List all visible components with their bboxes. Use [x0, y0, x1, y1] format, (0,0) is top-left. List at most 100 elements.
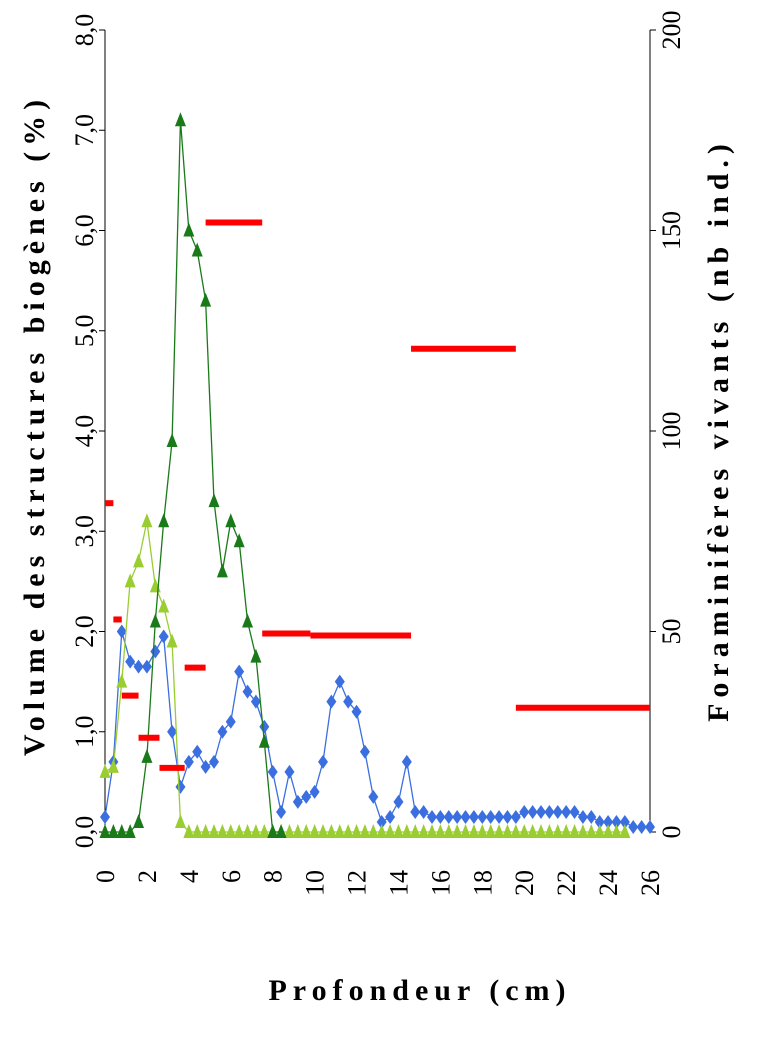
- data-point-triangle: [275, 824, 287, 838]
- data-point-triangle: [485, 824, 497, 838]
- data-point-triangle: [577, 824, 589, 838]
- data-point-diamond: [343, 694, 354, 709]
- data-point-diamond: [435, 809, 446, 824]
- data-point-diamond: [167, 724, 178, 739]
- data-point-diamond: [267, 764, 278, 779]
- data-point-diamond: [594, 814, 605, 829]
- data-point-diamond: [586, 809, 597, 824]
- data-point-triangle: [451, 824, 463, 838]
- data-point-diamond: [133, 659, 144, 674]
- data-point-triangle: [292, 824, 304, 838]
- data-point-diamond: [326, 694, 337, 709]
- data-point-triangle: [166, 633, 178, 648]
- data-point-diamond: [259, 719, 270, 734]
- data-point-triangle: [99, 763, 111, 778]
- depth-tick-label: 20: [510, 870, 539, 896]
- data-point-diamond: [494, 809, 505, 824]
- depth-tick-label: 24: [594, 870, 623, 896]
- data-point-triangle: [216, 563, 228, 578]
- data-point-diamond: [510, 809, 521, 824]
- data-point-triangle: [334, 824, 346, 838]
- data-point-diamond: [468, 809, 479, 824]
- data-point-triangle: [141, 748, 153, 763]
- data-point-triangle: [602, 824, 614, 838]
- data-point-triangle: [493, 824, 505, 838]
- data-point-diamond: [577, 809, 588, 824]
- series-line: [105, 120, 282, 833]
- data-point-diamond: [351, 704, 362, 719]
- data-point-triangle: [258, 824, 270, 838]
- data-point-diamond: [100, 809, 110, 824]
- data-point-triangle: [158, 513, 170, 528]
- data-point-triangle: [569, 824, 581, 838]
- data-point-diamond: [359, 744, 370, 759]
- data-point-triangle: [359, 824, 371, 838]
- data-point-triangle: [552, 824, 564, 838]
- depth-tick-label: 8: [259, 870, 288, 883]
- data-point-diamond: [418, 804, 429, 819]
- data-point-diamond: [318, 754, 328, 769]
- data-point-diamond: [217, 724, 228, 739]
- foraminifera-tick-label: 200: [657, 11, 686, 50]
- volume-tick-label: 2,0: [70, 615, 99, 648]
- foraminifera-tick-label: 100: [657, 412, 686, 451]
- data-point-diamond: [603, 814, 614, 829]
- data-point-triangle: [116, 824, 128, 838]
- data-point-triangle: [401, 824, 413, 838]
- volume-tick-label: 5,0: [70, 315, 99, 348]
- data-point-diamond: [116, 624, 127, 639]
- data-point-triangle: [585, 824, 597, 838]
- data-point-triangle: [174, 112, 186, 127]
- data-point-triangle: [434, 824, 446, 838]
- data-point-diamond: [309, 784, 320, 799]
- data-point-triangle: [501, 824, 513, 838]
- depth-tick-label: 26: [636, 870, 665, 896]
- data-point-triangle: [426, 824, 438, 838]
- depth-tick-label: 22: [552, 870, 581, 896]
- series-layer: [99, 112, 655, 838]
- depth-tick-label: 10: [301, 870, 330, 896]
- data-point-triangle: [250, 648, 262, 663]
- data-point-diamond: [242, 684, 253, 699]
- data-point-triangle: [543, 824, 555, 838]
- depth-axis: 0 2 4 6 8 10 12 14 16 18 20 22 24 26: [91, 870, 665, 896]
- data-point-diamond: [619, 814, 630, 829]
- data-point-triangle: [216, 824, 228, 838]
- data-point-triangle: [174, 813, 186, 828]
- data-point-diamond: [276, 804, 287, 819]
- data-point-diamond: [284, 764, 295, 779]
- volume-tick-label: 7,0: [70, 114, 99, 147]
- data-point-triangle: [200, 824, 212, 838]
- data-point-triangle: [158, 598, 170, 613]
- data-point-diamond: [192, 744, 203, 759]
- data-point-triangle: [107, 758, 119, 773]
- data-point-diamond: [368, 789, 379, 804]
- data-point-triangle: [191, 242, 203, 257]
- volume-axis: 0,0 1,0 2,0 3,0 4,0 5,0 6,0 7,0 8,0: [70, 14, 105, 848]
- foraminifera-tick-label: 0: [657, 826, 686, 839]
- data-point-triangle: [183, 824, 195, 838]
- data-point-diamond: [552, 804, 563, 819]
- data-point-triangle: [208, 493, 220, 508]
- data-point-diamond: [443, 809, 454, 824]
- data-point-triangle: [141, 513, 153, 528]
- data-point-triangle: [183, 222, 195, 237]
- volume-tick-label: 6,0: [70, 214, 99, 247]
- data-point-triangle: [191, 824, 203, 838]
- data-point-diamond: [460, 809, 471, 824]
- series-1: [99, 513, 631, 838]
- data-point-diamond: [636, 819, 647, 834]
- depth-tick-label: 18: [468, 870, 497, 896]
- data-point-triangle: [99, 824, 111, 838]
- data-point-triangle: [309, 824, 321, 838]
- data-point-triangle: [418, 824, 430, 838]
- data-point-triangle: [610, 824, 622, 838]
- data-point-triangle: [518, 824, 530, 838]
- data-point-triangle: [619, 824, 631, 838]
- series-2: [99, 112, 287, 838]
- data-point-diamond: [158, 629, 169, 644]
- data-point-diamond: [628, 819, 639, 834]
- data-point-triangle: [392, 824, 404, 838]
- data-point-diamond: [502, 809, 513, 824]
